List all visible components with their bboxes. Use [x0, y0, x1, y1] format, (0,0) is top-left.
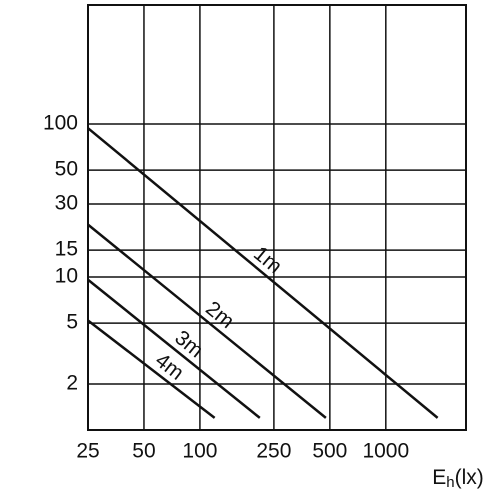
- line-label: 1m: [249, 242, 286, 278]
- series-line: [87, 278, 261, 419]
- x-tick-label: 100: [182, 440, 217, 463]
- x-tick-label: 1000: [362, 440, 409, 463]
- x-label-sub: h: [446, 474, 454, 491]
- x-tick-label: 25: [76, 440, 99, 463]
- y-tick-label: 30: [55, 192, 78, 215]
- x-tick-label: 50: [132, 440, 155, 463]
- y-tick-label: 50: [55, 158, 78, 181]
- x-label-main: E: [432, 466, 446, 489]
- series-line: [87, 223, 327, 419]
- y-tick-label: 15: [55, 238, 78, 261]
- y-tick-label: 2: [66, 371, 78, 394]
- y-tick-label: 5: [66, 311, 78, 334]
- x-tick-label: 250: [256, 440, 291, 463]
- line-label: 2m: [201, 297, 238, 333]
- series-line: [87, 127, 439, 419]
- series-line: [87, 319, 216, 419]
- y-tick-label: 100: [43, 112, 78, 135]
- x-axis-label: Eh(lx): [432, 466, 484, 491]
- x-tick-label: 500: [312, 440, 347, 463]
- x-label-unit: (lx): [455, 466, 484, 489]
- y-tick-label: 10: [55, 265, 78, 288]
